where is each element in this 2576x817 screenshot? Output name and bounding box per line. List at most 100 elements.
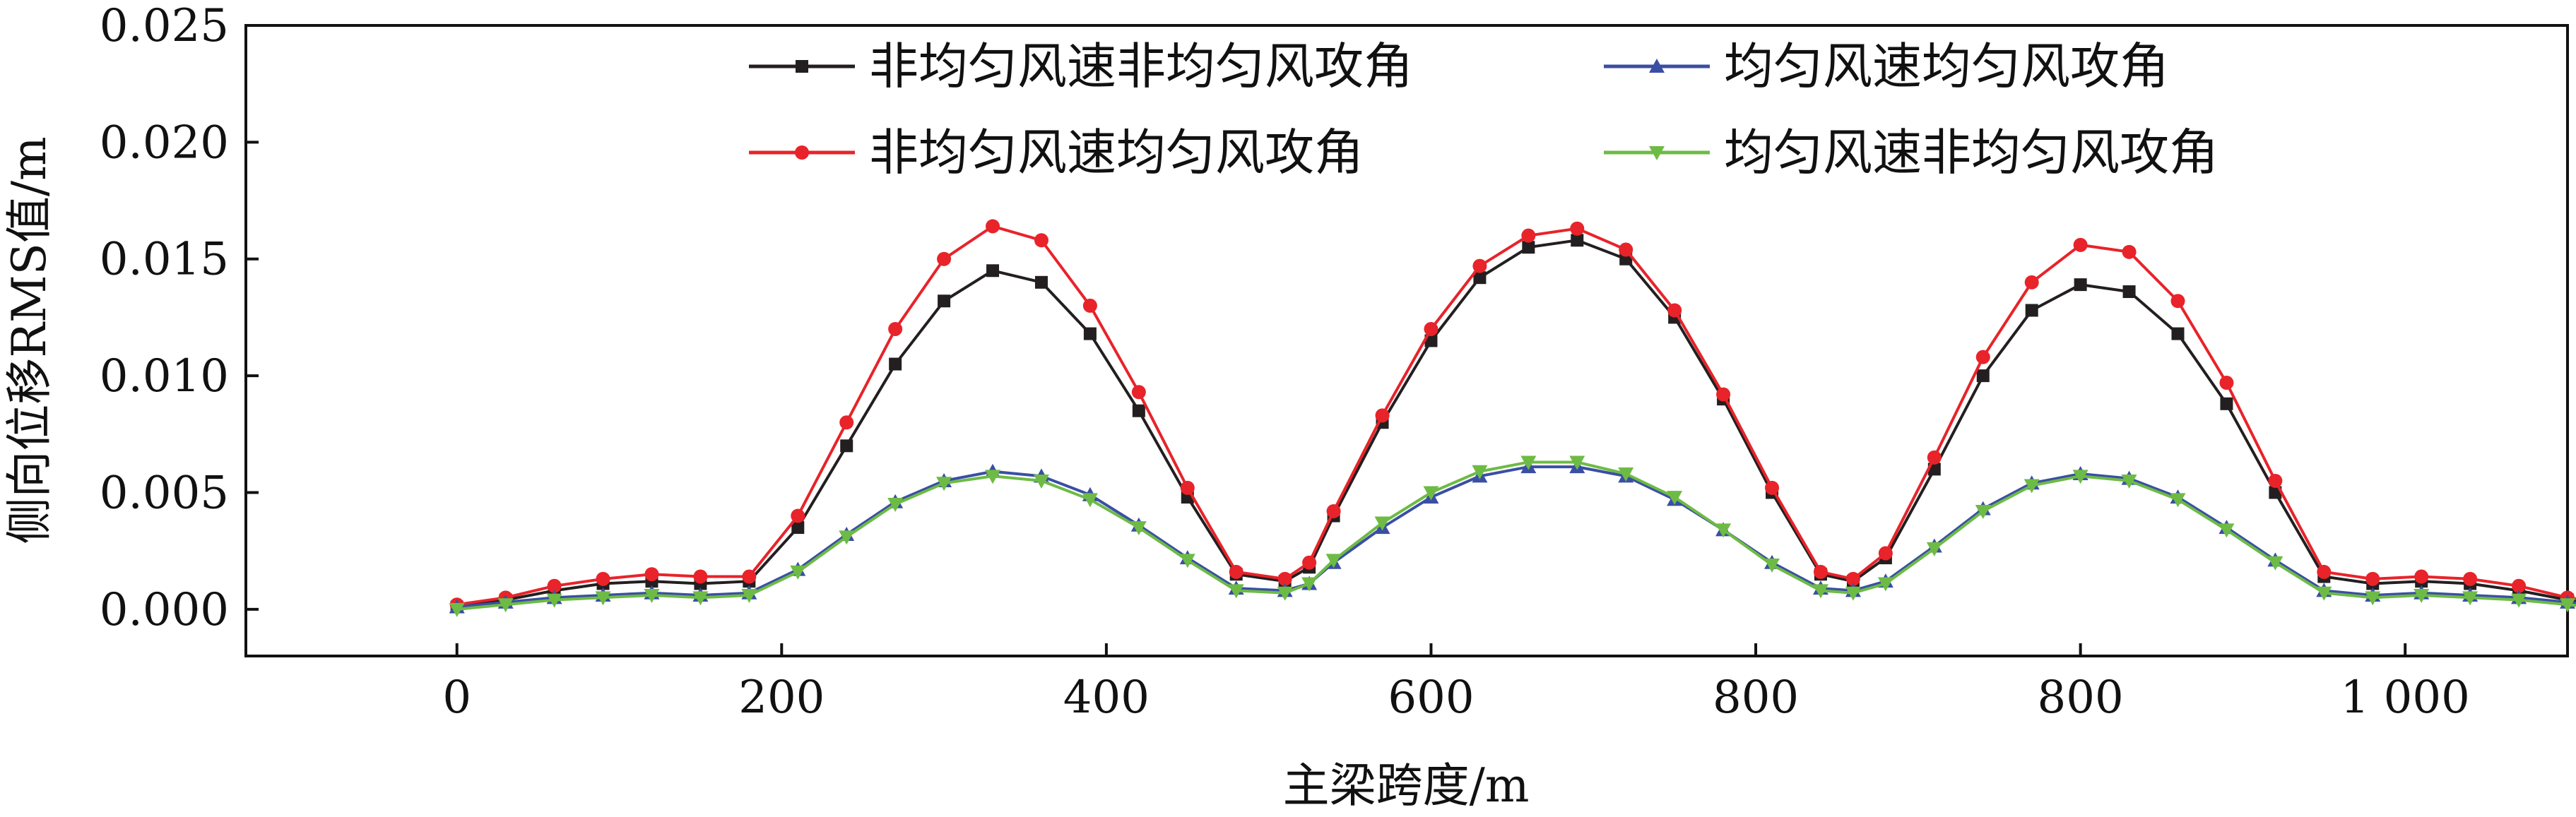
x-axis-title: 主梁跨度/m [1283,758,1530,813]
y-axis-title: 侧向位移RMS值/m [2,136,57,544]
data-point [791,521,805,535]
data-point [2316,586,2332,601]
data-point [1374,516,1390,531]
data-point [2220,397,2233,410]
data-point [986,219,1000,234]
data-point [986,264,1000,278]
data-point [1131,385,1146,400]
data-point [1083,327,1097,340]
y-tick-label: 0.020 [100,117,229,169]
data-point [2560,598,2575,613]
plot-frame [244,24,2569,657]
y-tick-label: 0.005 [100,467,229,519]
data-point [1715,523,1732,538]
data-point [2219,376,2234,390]
data-point [1472,258,1487,273]
data-point [2073,237,2088,252]
legend-label: 非均匀风速均匀风攻角 [869,124,1364,181]
data-point [791,508,805,523]
data-point [2121,474,2137,489]
data-point [1326,503,1341,518]
data-point [2122,244,2137,259]
legend-item-1: 非均匀风速非均匀风攻角 [749,37,1413,95]
y-tick-label: 0.010 [100,350,229,402]
data-point [1845,586,1861,601]
data-point [1472,465,1488,479]
x-tick-label: 1 000 [2341,672,2470,724]
data-point [596,571,610,586]
data-point [985,470,1001,484]
data-point [1571,234,1584,247]
data-point [2074,278,2087,292]
data-point [1764,559,1780,573]
data-point [2025,304,2038,317]
data-point [2365,591,2381,606]
series-4 [449,455,2576,617]
series-2 [449,219,2576,612]
data-point [741,589,757,604]
data-point [839,530,855,545]
data-point [1325,554,1342,568]
data-point [1033,474,1049,489]
data-point [936,477,952,491]
data-point [887,498,904,513]
data-point [1716,387,1731,402]
data-point [1975,504,1991,519]
x-tick-label: 800 [1713,672,1799,724]
series-line [456,460,2576,611]
data-point [2463,571,2478,586]
data-point [2511,593,2527,608]
data-point [1812,584,1828,599]
legend-item-3: 均匀风速均匀风攻角 [1604,37,2169,95]
series-1 [450,234,2576,614]
data-point [644,589,660,604]
data-point [2414,569,2429,584]
data-point [1277,586,1293,601]
data-point [839,415,854,430]
data-point [1130,521,1147,536]
data-point [1975,350,1990,364]
data-point [1302,555,1317,570]
data-point [547,578,562,593]
legend-label: 均匀风速非均匀风攻角 [1724,124,2218,181]
data-point [1180,480,1195,495]
data-point [1845,571,1860,586]
data-point [1520,455,1537,470]
data-point [497,598,514,613]
data-point [1927,450,1942,465]
data-point [692,591,709,606]
data-point [595,591,611,606]
data-point [1301,577,1318,592]
data-point [742,569,757,584]
y-tick-label: 0.015 [100,234,229,286]
data-point [888,321,903,336]
data-point [2171,327,2185,340]
data-point [2023,479,2040,494]
data-point [2218,523,2235,538]
data-point [693,569,708,584]
data-point [2024,275,2039,290]
data-point [644,567,659,582]
data-point [1976,369,1990,383]
data-point [1082,298,1097,313]
axis-ticks: 0.000 0.005 0.010 0.015 0.020 0.025 0 200 400 600… [100,0,2470,724]
data-point [1618,467,1634,482]
data-point [2072,470,2088,484]
data-point [2122,285,2136,299]
legend-label: 非均匀风速非均匀风攻角 [869,37,1413,95]
data-point [2267,556,2283,571]
data-point [1423,486,1439,501]
data-point [1926,542,1942,556]
data-point [1034,233,1048,248]
x-tick-label: 0 [442,672,471,724]
x-tick-label: 400 [1063,672,1150,724]
data-point [1277,571,1292,586]
data-point [889,357,902,371]
legend-marker [795,145,809,160]
data-point [1034,275,1048,289]
data-point [1521,228,1536,243]
series-3 [449,459,2576,614]
x-tick-label: 200 [738,672,825,724]
data-point [2317,564,2332,579]
